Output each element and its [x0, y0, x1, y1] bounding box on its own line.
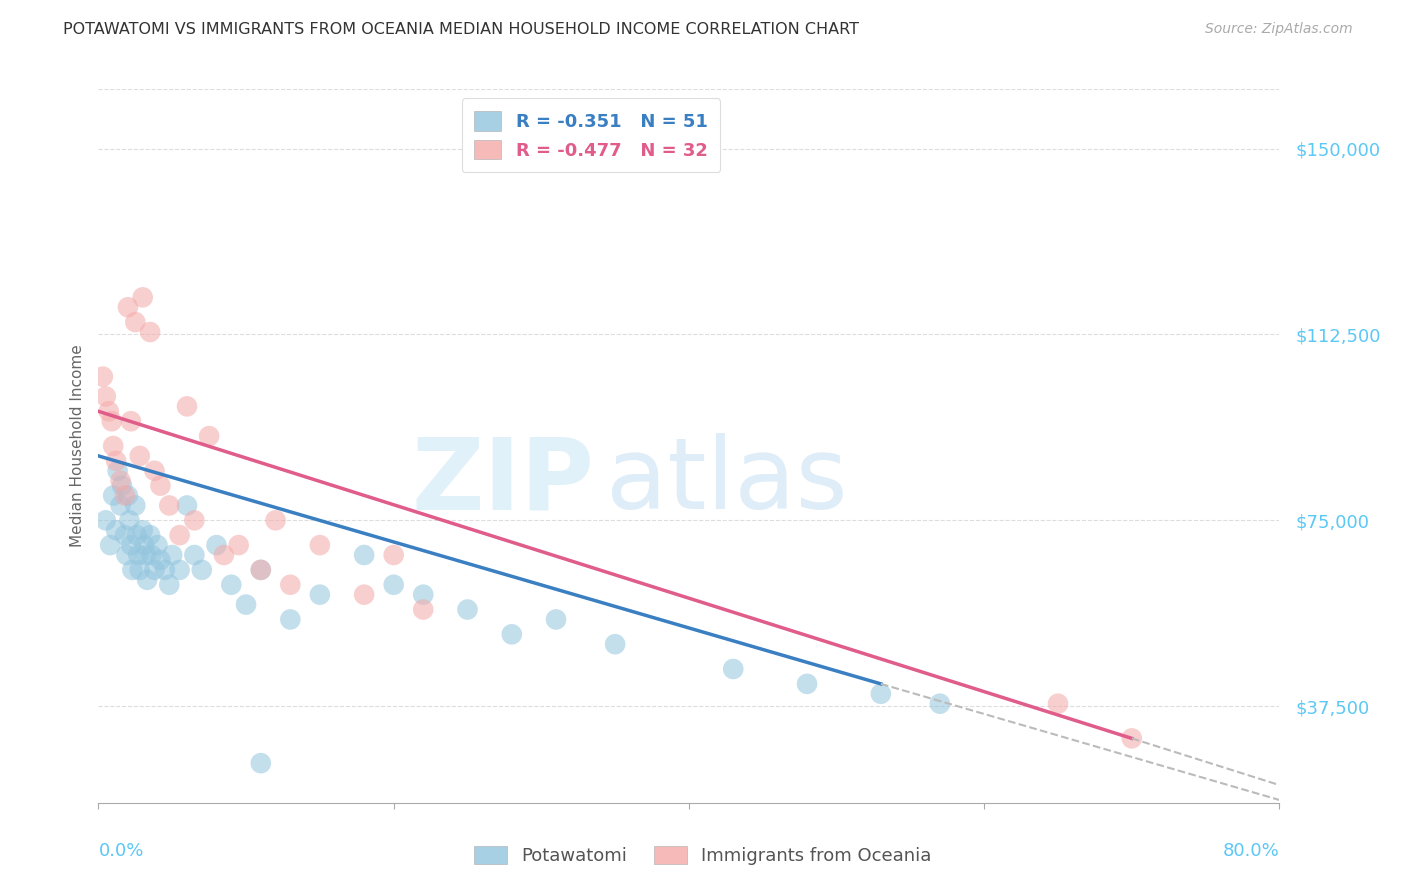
- Point: [796, 677, 818, 691]
- Point: [105, 523, 128, 537]
- Legend: R = -0.351   N = 51, R = -0.477   N = 32: R = -0.351 N = 51, R = -0.477 N = 32: [461, 98, 720, 172]
- Point: [169, 563, 191, 577]
- Point: [149, 478, 172, 492]
- Point: [235, 598, 257, 612]
- Point: [183, 548, 205, 562]
- Point: [103, 439, 125, 453]
- Text: 0.0%: 0.0%: [98, 842, 143, 860]
- Point: [143, 563, 166, 577]
- Point: [143, 464, 166, 478]
- Point: [546, 612, 568, 626]
- Point: [117, 489, 139, 503]
- Point: [264, 513, 287, 527]
- Point: [114, 528, 136, 542]
- Text: 80.0%: 80.0%: [1223, 842, 1279, 860]
- Point: [149, 553, 172, 567]
- Text: Source: ZipAtlas.com: Source: ZipAtlas.com: [1205, 22, 1353, 37]
- Point: [132, 523, 155, 537]
- Point: [141, 548, 163, 562]
- Point: [176, 400, 198, 414]
- Point: [1121, 731, 1143, 746]
- Point: [139, 325, 162, 339]
- Y-axis label: Median Household Income: Median Household Income: [69, 344, 84, 548]
- Point: [120, 414, 142, 428]
- Point: [457, 602, 479, 616]
- Text: ZIP: ZIP: [412, 434, 595, 530]
- Point: [870, 687, 893, 701]
- Point: [97, 404, 120, 418]
- Point: [183, 513, 205, 527]
- Point: [280, 612, 302, 626]
- Point: [250, 563, 273, 577]
- Point: [139, 528, 162, 542]
- Point: [135, 548, 157, 562]
- Point: [134, 538, 156, 552]
- Point: [412, 588, 434, 602]
- Point: [929, 697, 952, 711]
- Point: [118, 513, 141, 527]
- Point: [117, 300, 139, 314]
- Point: [382, 548, 405, 562]
- Point: [280, 578, 302, 592]
- Point: [91, 369, 114, 384]
- Point: [136, 573, 159, 587]
- Legend: Potawatomi, Immigrants from Oceania: Potawatomi, Immigrants from Oceania: [467, 838, 939, 872]
- Point: [169, 528, 191, 542]
- Point: [162, 548, 183, 562]
- Point: [146, 538, 169, 552]
- Point: [309, 588, 332, 602]
- Point: [309, 538, 332, 552]
- Point: [605, 637, 627, 651]
- Point: [114, 489, 136, 503]
- Point: [124, 315, 146, 329]
- Point: [205, 538, 228, 552]
- Point: [412, 602, 434, 616]
- Point: [103, 489, 125, 503]
- Point: [1046, 697, 1070, 711]
- Point: [723, 662, 745, 676]
- Point: [198, 429, 221, 443]
- Point: [94, 389, 117, 403]
- Point: [157, 499, 180, 513]
- Point: [157, 578, 180, 592]
- Point: [110, 474, 132, 488]
- Point: [212, 548, 235, 562]
- Point: [124, 499, 146, 513]
- Point: [353, 548, 375, 562]
- Point: [115, 548, 138, 562]
- Point: [125, 528, 148, 542]
- Point: [94, 513, 117, 527]
- Point: [110, 499, 132, 513]
- Point: [128, 563, 150, 577]
- Text: atlas: atlas: [606, 434, 848, 530]
- Point: [128, 449, 150, 463]
- Point: [105, 454, 128, 468]
- Point: [98, 538, 121, 552]
- Point: [382, 578, 405, 592]
- Point: [132, 290, 155, 304]
- Point: [121, 563, 143, 577]
- Point: [127, 548, 149, 562]
- Point: [250, 756, 273, 771]
- Point: [153, 563, 176, 577]
- Text: POTAWATOMI VS IMMIGRANTS FROM OCEANIA MEDIAN HOUSEHOLD INCOME CORRELATION CHART: POTAWATOMI VS IMMIGRANTS FROM OCEANIA ME…: [63, 22, 859, 37]
- Point: [111, 478, 134, 492]
- Point: [191, 563, 214, 577]
- Point: [250, 563, 273, 577]
- Point: [228, 538, 250, 552]
- Point: [107, 464, 129, 478]
- Point: [100, 414, 122, 428]
- Point: [353, 588, 375, 602]
- Point: [221, 578, 243, 592]
- Point: [501, 627, 523, 641]
- Point: [176, 499, 198, 513]
- Point: [120, 538, 142, 552]
